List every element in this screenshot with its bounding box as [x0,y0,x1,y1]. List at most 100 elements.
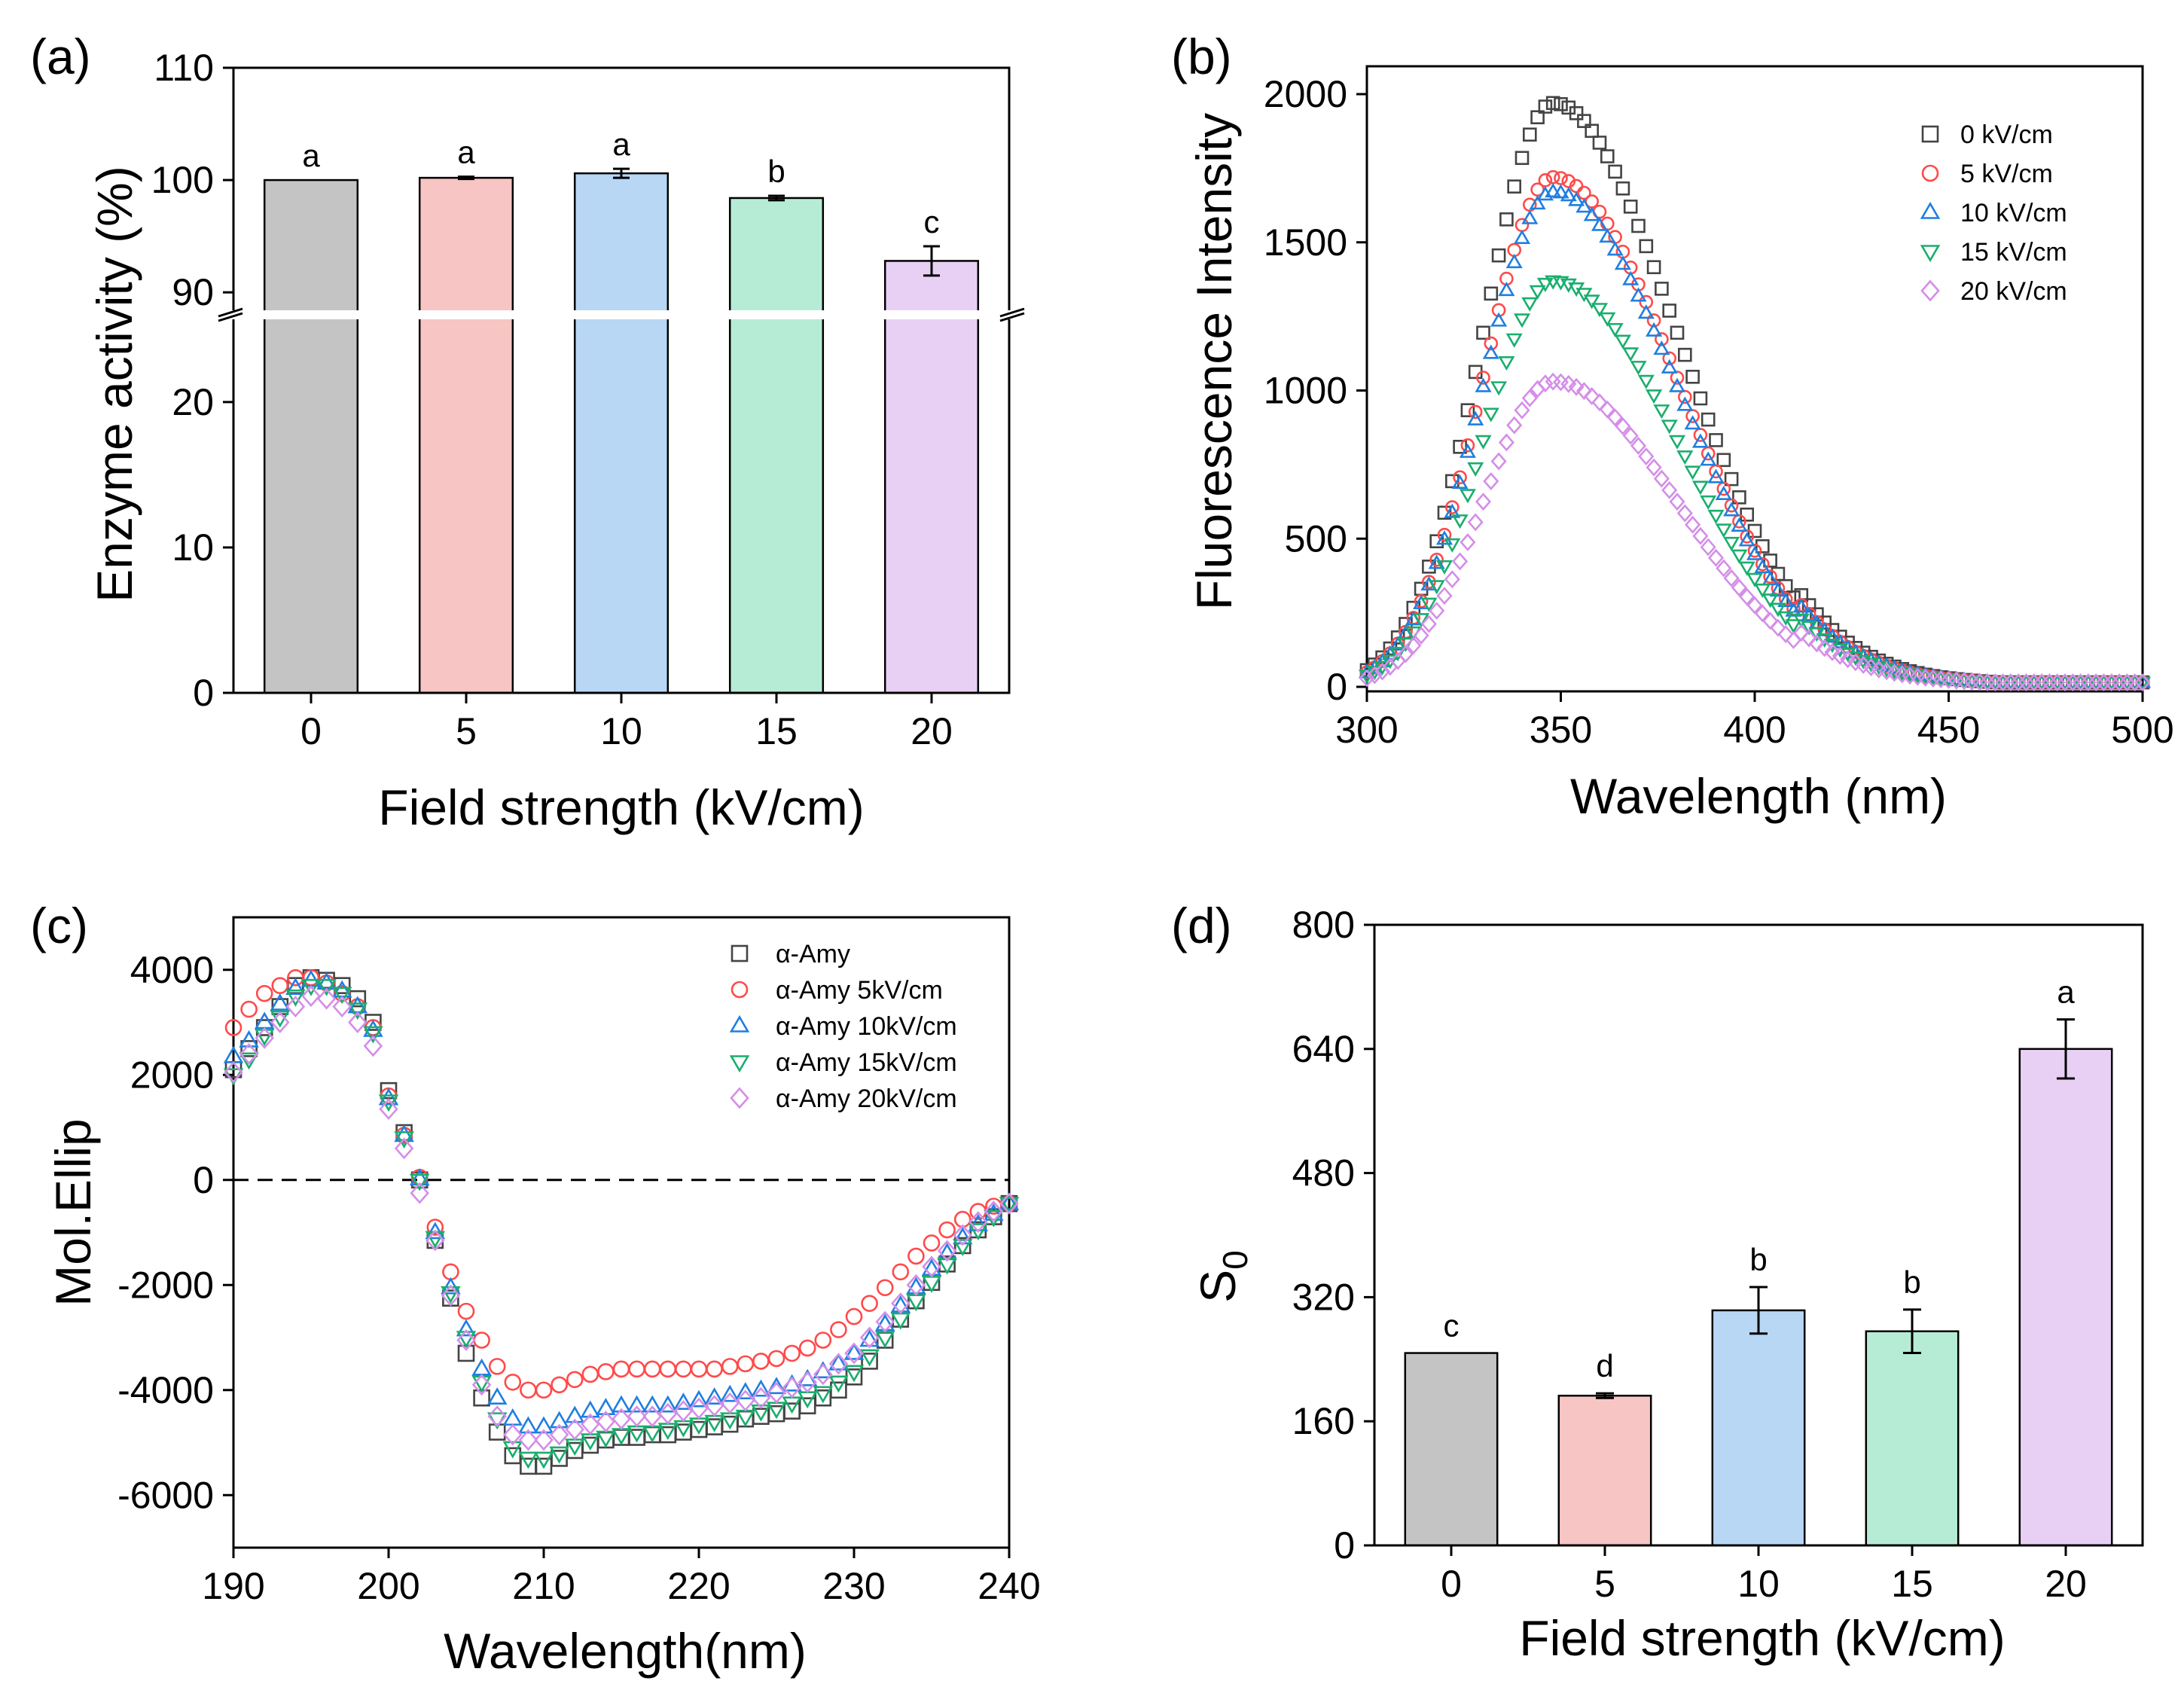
data-point [409,1173,430,1191]
data-point [596,1411,616,1433]
data-point [1661,419,1678,435]
data-point [1701,412,1716,427]
data-point [1591,216,1609,231]
data-point [1591,393,1608,412]
data-point [1769,602,1786,618]
data-point [224,1061,243,1084]
data-point [1622,347,1640,362]
data-point [363,1026,383,1044]
data-point [1584,387,1600,405]
data-point [1707,468,1725,483]
significance-letter-5: a [457,135,475,170]
data-point [675,1360,692,1378]
data-point [240,1000,258,1018]
data-point [1591,303,1609,318]
data-point [735,1382,756,1400]
data-point [426,1229,445,1252]
data-point [1785,619,1802,634]
y-tick-label-800: 800 [1292,904,1355,946]
panel-b-y-axis-label: Fluorescence Intensity [1186,113,1242,610]
panel-d-y-axis-label-subscript: 0 [1216,1250,1255,1270]
data-point [1397,645,1414,663]
data-point [1840,650,1856,669]
data-point [1715,523,1732,538]
data-point [657,1395,679,1413]
data-point [1685,369,1700,384]
data-point [875,1310,895,1333]
data-point [673,1420,694,1438]
data-point [704,1395,724,1417]
data-point [316,987,337,1010]
data-point [1655,282,1669,296]
y-tick-label-20: 20 [172,381,214,423]
data-point [719,1384,740,1402]
data-point [1793,624,1810,642]
data-point [1700,538,1716,557]
data-point [659,1360,677,1378]
data-point [1429,601,1445,620]
data-point [1381,654,1399,670]
data-point [549,1411,569,1429]
data-point [1491,248,1506,263]
data-point [1444,538,1461,553]
data-point [1583,294,1600,310]
legend-marker-1 [1921,164,1939,182]
significance-letter-10: a [612,127,630,162]
significance-letter-10: b [1749,1242,1767,1277]
x-tick-label-0: 0 [300,710,322,752]
panel-a-enzyme-activity: (a) a 0 a 5 a 10 b 15 c 20 0 10 20 90 100 110 Enzyme ac… [30,29,1026,835]
data-point [782,1376,802,1399]
data-point [596,1430,616,1448]
data-point [843,1365,865,1383]
data-point [830,1321,847,1338]
data-point [1568,191,1585,206]
data-point [1777,592,1795,607]
data-point [1568,377,1585,396]
data-point [471,1358,492,1376]
data-point [688,1389,709,1408]
data-point [688,1417,709,1435]
data-point [859,1326,880,1349]
data-point [425,1222,446,1240]
data-point [1771,566,1786,581]
data-point [1676,396,1694,411]
data-point [1523,127,1537,142]
data-point [1529,285,1546,300]
panel-b-label: (b) [1171,29,1232,84]
x-tick-label-20: 20 [2045,1563,2087,1605]
data-point [1637,374,1655,389]
data-point [1435,530,1453,545]
data-point [533,1451,554,1469]
data-point [828,1375,849,1393]
data-point [239,1030,259,1048]
data-point [518,1429,538,1451]
data-point [533,1416,554,1434]
data-point [798,1371,817,1393]
bar-20 [2018,1048,2113,1547]
data-point [1615,181,1630,196]
data-point [1655,332,1669,346]
data-point [1506,416,1523,435]
data-point [1661,358,1678,374]
data-point [1459,489,1476,504]
x-tick-label-230: 230 [822,1565,885,1607]
data-point [720,1392,740,1414]
data-point [270,993,291,1011]
panel-c-frame [232,916,1011,1549]
data-point [580,1433,601,1451]
data-point [1428,554,1445,569]
data-point [1684,415,1701,430]
data-point [627,1405,647,1428]
data-point [1709,433,1723,447]
y-tick-label--4000: -4000 [117,1369,214,1411]
data-point [1460,532,1476,551]
x-tick-label-350: 350 [1530,709,1592,751]
data-point [1622,426,1639,445]
panel-c-label: (c) [30,898,88,953]
significance-letter-0: a [302,138,320,173]
series-4 [224,985,1019,1451]
data-point [828,1353,849,1371]
data-point [285,978,306,995]
data-point [1623,200,1638,214]
